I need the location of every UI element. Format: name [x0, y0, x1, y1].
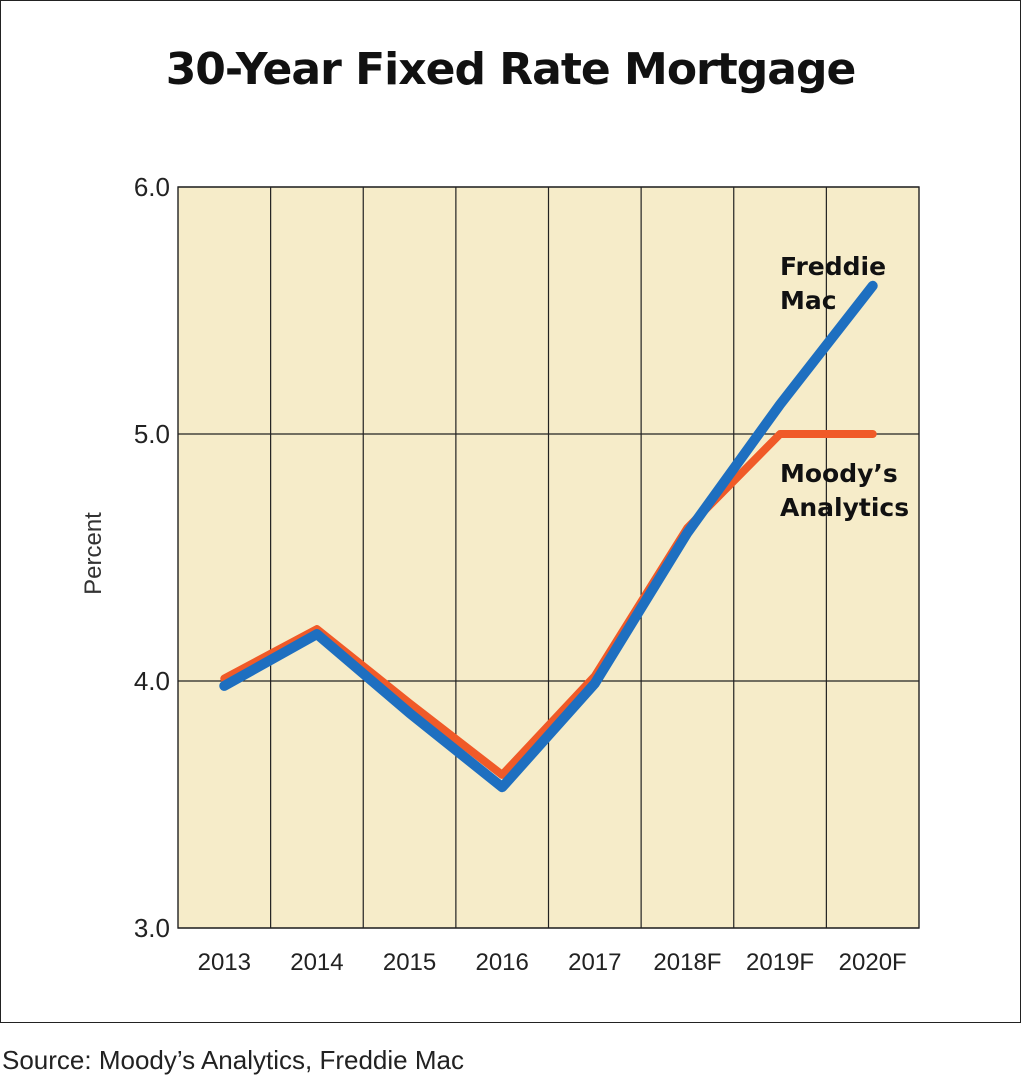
x-tick-label: 2015 — [383, 949, 436, 976]
plot-border — [177, 186, 920, 929]
x-tick-label: 2016 — [475, 949, 528, 976]
source-note: Source: Moody’s Analytics, Freddie Mac — [2, 1045, 464, 1075]
x-tick-label: 2018F — [653, 949, 721, 976]
y-axis-label: Percent — [80, 512, 107, 595]
series-label: Mac — [780, 286, 837, 315]
x-tick-label: 2014 — [290, 949, 343, 976]
y-tick-label: 4.0 — [134, 666, 170, 696]
chart-title: 30-Year Fixed Rate Mortgage — [165, 44, 857, 95]
series-label: Freddie — [780, 252, 886, 281]
series-label: Moody’s — [780, 459, 898, 488]
y-tick-label: 6.0 — [134, 172, 170, 202]
series-label: Analytics — [780, 493, 909, 522]
line-chart: 3.0 4.0 5.0 6.0 2013 2014 2015 2016 2017 2018F 201… — [80, 172, 920, 976]
y-tick-label: 3.0 — [134, 913, 170, 943]
series-line — [219, 280, 878, 793]
x-tick-label: 2019F — [746, 949, 814, 976]
x-tick-label: 2013 — [198, 949, 251, 976]
x-tick-label: 2017 — [568, 949, 621, 976]
y-tick-label: 5.0 — [134, 419, 170, 449]
x-tick-label: 2020F — [839, 949, 907, 976]
